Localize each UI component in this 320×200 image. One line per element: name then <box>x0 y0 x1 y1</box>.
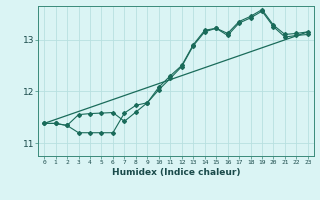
X-axis label: Humidex (Indice chaleur): Humidex (Indice chaleur) <box>112 168 240 177</box>
